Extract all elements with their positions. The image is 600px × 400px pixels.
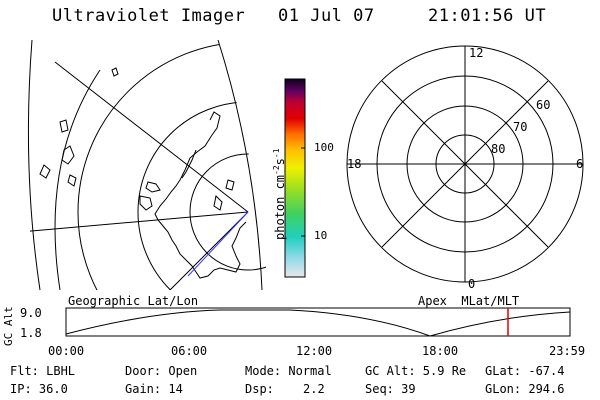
info-gcalt: GC Alt: 5.9 Re — [365, 364, 467, 378]
colorbar-label-sup1: -2 — [272, 165, 281, 175]
xtick-4: 23:59 — [549, 344, 586, 358]
info-gain: Gain: 14 — [125, 382, 183, 396]
color-bar — [284, 78, 306, 278]
info-ip: IP: 36.0 — [10, 382, 68, 396]
info-mode: Mode: Normal — [245, 364, 332, 378]
colorbar-label-sup2: -1 — [272, 148, 281, 159]
time-label: 21:01:56 UT — [428, 6, 547, 26]
coastline — [39, 67, 247, 279]
altplot-ylabel: GC Alt — [2, 306, 15, 346]
colorbar-tick-100: 100 — [314, 141, 334, 154]
colorbar-label-unit: photon cm — [273, 174, 287, 240]
info-flt: Flt: LBHL — [10, 364, 76, 378]
mlat-80-label: 80 — [491, 142, 506, 156]
info-dsp-label: Dsp: — [245, 382, 274, 396]
xtick-3: 18:00 — [422, 344, 459, 358]
altitude-plot — [65, 307, 571, 337]
mlat-70-label: 70 — [513, 120, 528, 134]
colorbar-label: photon cm-2s-1 — [272, 148, 287, 240]
info-glat: GLat: -67.4 — [485, 364, 565, 378]
altitude-curve — [65, 309, 571, 337]
mlat-60-label: 60 — [536, 98, 551, 112]
xtick-1: 06:00 — [171, 344, 208, 358]
geographic-label: Geographic Lat/Lon — [68, 294, 199, 308]
colorbar-tick-10: 10 — [314, 229, 328, 242]
polar-plot — [346, 45, 584, 283]
altplot-ymin: 1.8 — [20, 326, 42, 340]
xtick-0: 00:00 — [48, 344, 85, 358]
mlt-0-label: 0 — [468, 277, 476, 291]
info-seq: Seq: 39 — [365, 382, 416, 396]
info-door: Door: Open — [125, 364, 198, 378]
apex-label: Apex MLat/MLT — [418, 294, 520, 308]
date-label: 01 Jul 07 — [278, 6, 375, 26]
mlt-18-label: 18 — [347, 157, 362, 171]
altplot-ymax: 9.0 — [20, 306, 42, 320]
xtick-2: 12:00 — [296, 344, 333, 358]
mlt-6-label: 6 — [576, 157, 584, 171]
app-title: Ultraviolet Imager — [52, 6, 246, 26]
info-dsp-value: 2.2 — [303, 382, 325, 396]
colorbar-label-s: s — [273, 158, 287, 166]
info-glon: GLon: 294.6 — [485, 382, 565, 396]
mlt-12-label: 12 — [469, 46, 484, 60]
